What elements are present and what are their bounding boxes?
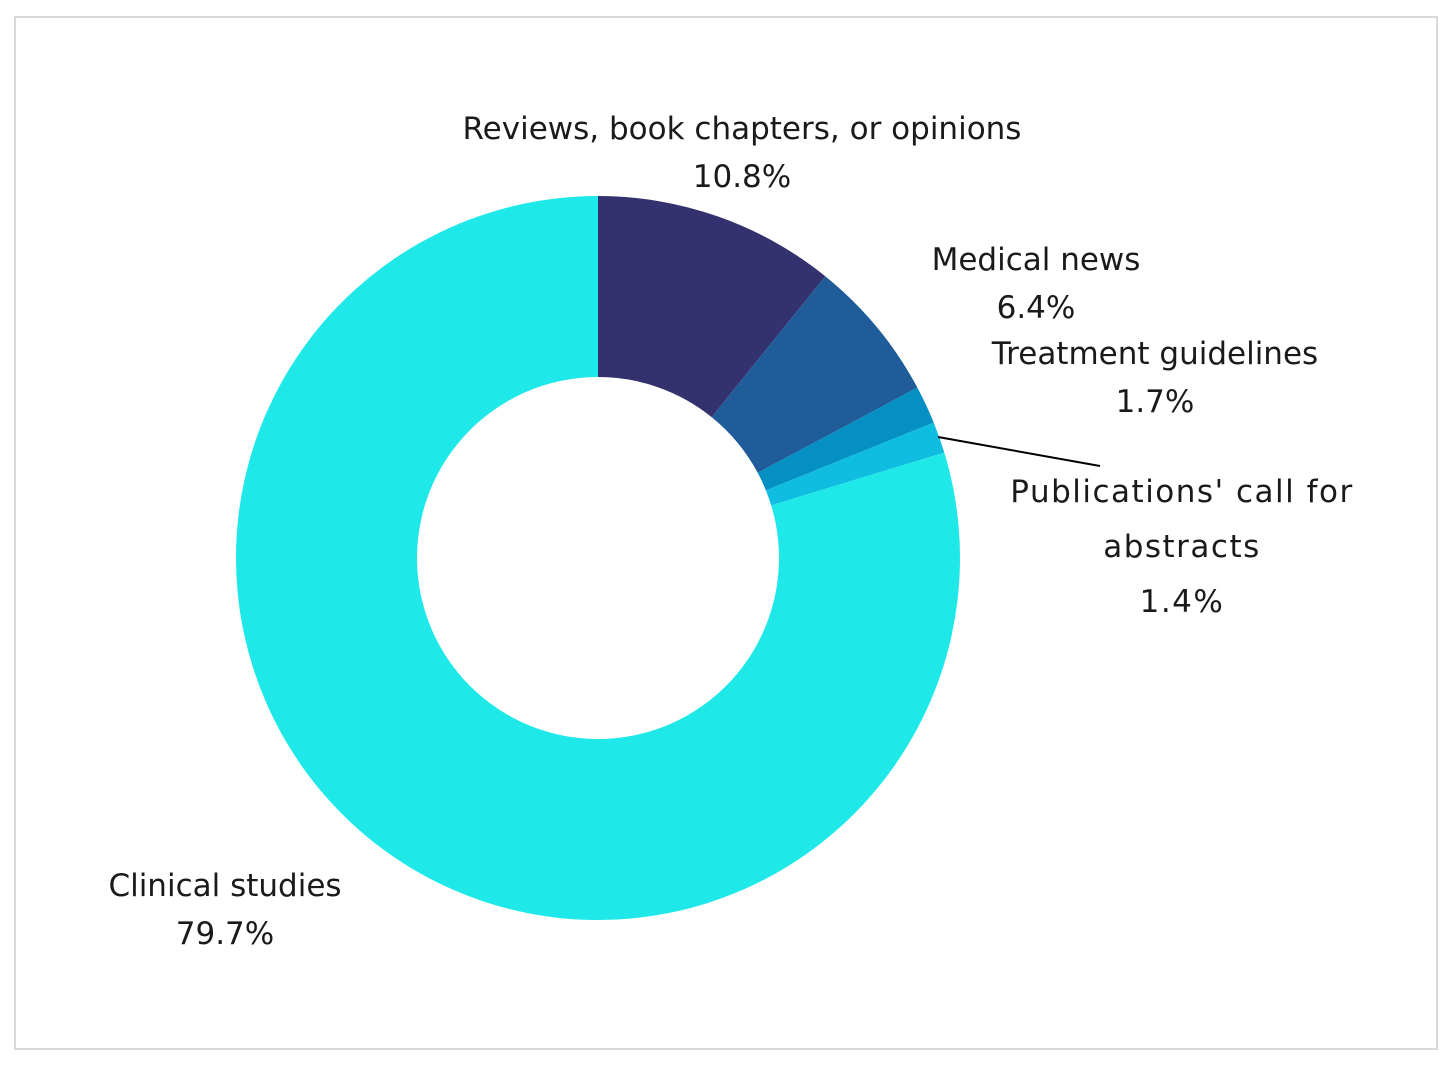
slice-label-clinical-studies: Clinical studies	[108, 868, 341, 904]
slice-label-treatment-guidelines: Treatment guidelines	[991, 336, 1318, 372]
slice-value-publications: 1.4%	[1140, 584, 1225, 620]
slice-value-clinical-studies: 79.7%	[176, 916, 274, 952]
slice-medical-news	[711, 276, 918, 473]
leader-line-publications	[937, 436, 1101, 467]
slice-value-reviews: 10.8%	[693, 159, 791, 195]
slice-value-treatment-guidelines: 1.7%	[1116, 384, 1195, 420]
slices-group	[236, 196, 961, 921]
slice-label-medical-news: Medical news	[932, 242, 1141, 278]
slice-reviews	[598, 196, 826, 418]
slice-label-publications: Publications' call for abstracts	[1010, 474, 1353, 565]
slice-publications	[765, 422, 945, 506]
slice-clinical-studies	[236, 196, 961, 921]
slice-label-reviews: Reviews, book chapters, or opinions	[463, 111, 1022, 147]
slice-value-medical-news: 6.4%	[997, 290, 1076, 326]
slice-treatment-guidelines	[757, 387, 934, 491]
